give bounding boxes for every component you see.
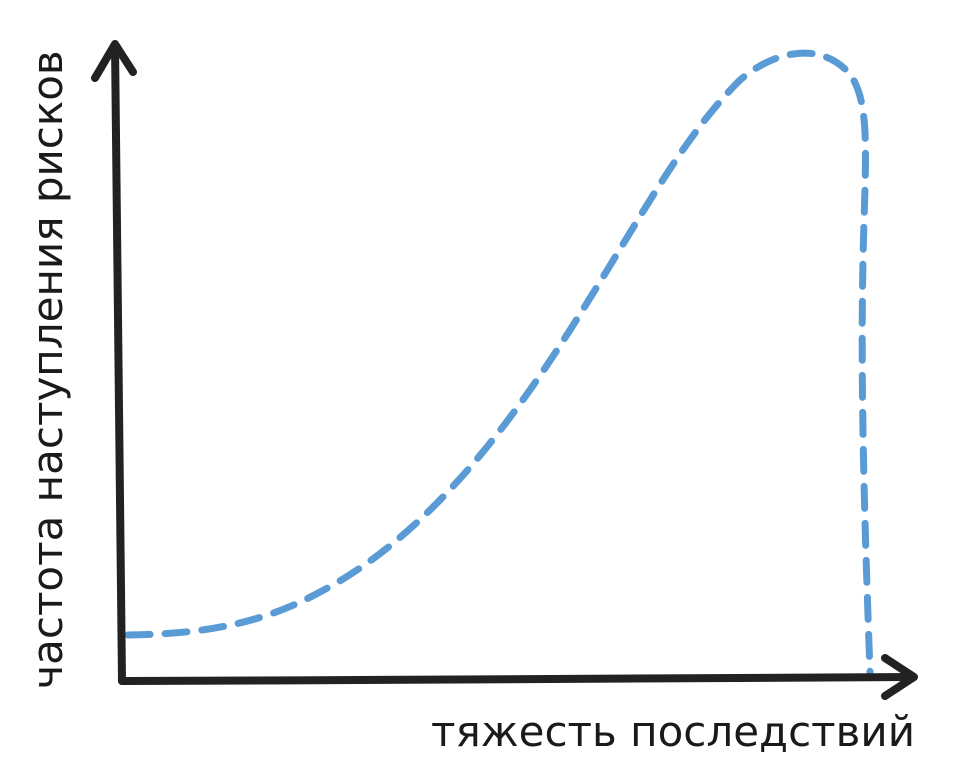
risk-curve: [124, 49, 874, 676]
y-axis-arrow: [91, 40, 137, 82]
y-axis: [111, 41, 126, 685]
x-axis: [118, 673, 917, 685]
x-axis-arrow: [881, 654, 918, 700]
x-axis-label: тяжесть последствий: [431, 707, 915, 756]
y-axis-label: частота наступления рисков: [23, 50, 72, 689]
